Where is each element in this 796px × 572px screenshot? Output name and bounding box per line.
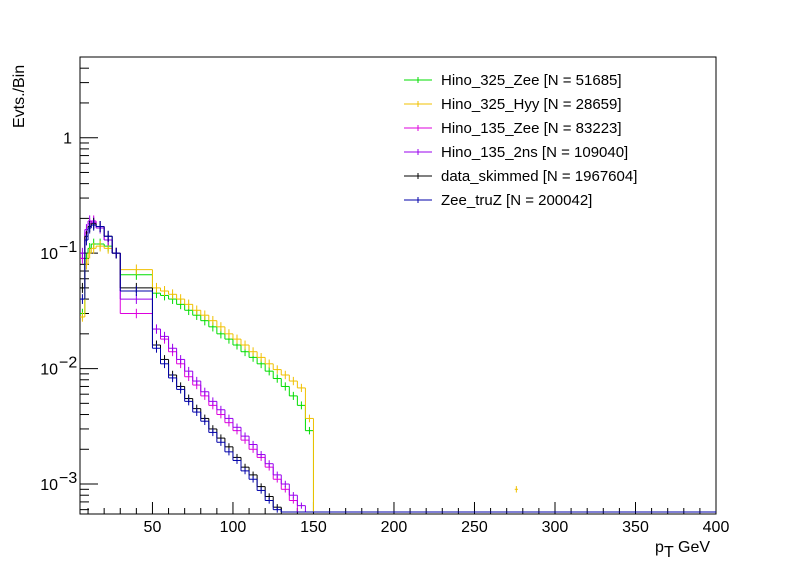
y-tick-label-exponent: −1 <box>59 239 77 256</box>
legend-label: Hino_325_Zee [N = 51685] <box>441 72 622 89</box>
y-tick-label: 10 <box>40 362 58 379</box>
x-tick-label: 350 <box>622 519 649 536</box>
series-3 <box>80 215 716 513</box>
y-axis-title: Evts./Bin <box>11 65 28 128</box>
legend-label: Zee_truZ [N = 200042] <box>441 192 592 209</box>
y-tick-label-exponent: −2 <box>59 355 77 372</box>
plot-frame <box>79 56 717 515</box>
series-2 <box>80 215 716 513</box>
legend-label: Hino_135_Zee [N = 83223] <box>441 120 622 137</box>
y-tick-label: 1 <box>63 131 72 148</box>
x-tick-label: 50 <box>144 519 162 536</box>
y-tick-label: 10 <box>40 246 58 263</box>
x-tick-label: 100 <box>220 519 247 536</box>
x-axis-title: p T GeV <box>655 539 710 561</box>
legend-label: Hino_135_2ns [N = 109040] <box>441 144 628 161</box>
series-5 <box>80 219 716 513</box>
legend-item: Hino_325_Hyy [N = 28659] <box>404 96 622 113</box>
y-tick-labels: 10 −310 −210 −11 <box>40 131 77 494</box>
legend-item: Hino_135_2ns [N = 109040] <box>404 144 628 161</box>
y-tick-label-exponent: −3 <box>59 470 77 487</box>
legend-label: data_skimmed [N = 1967604] <box>441 168 637 185</box>
x-axis-title-sub: T <box>664 544 674 561</box>
legend-label: Hino_325_Hyy [N = 28659] <box>441 96 622 113</box>
series-layer <box>80 215 716 513</box>
legend-item: data_skimmed [N = 1967604] <box>404 168 637 185</box>
series-1 <box>80 240 716 513</box>
y-tick-label: 10 <box>40 477 58 494</box>
x-axis-title-unit: GeV <box>678 539 710 556</box>
axis-ticks <box>80 56 717 514</box>
legend-item: Hino_135_Zee [N = 83223] <box>404 120 622 137</box>
x-tick-label: 150 <box>300 519 327 536</box>
legend: Hino_325_Zee [N = 51685] Hino_325_Hyy [N … <box>404 72 637 209</box>
legend-item: Hino_325_Zee [N = 51685] <box>404 72 622 89</box>
x-tick-labels: 50 100 150 200 250 300 350 400 <box>144 519 730 536</box>
series-4 <box>80 218 716 513</box>
x-tick-label: 300 <box>542 519 569 536</box>
legend-item: Zee_truZ [N = 200042] <box>404 192 592 209</box>
x-tick-label: 400 <box>703 519 730 536</box>
x-axis-title-main: p <box>655 539 664 556</box>
x-tick-label: 250 <box>461 519 488 536</box>
x-tick-label: 200 <box>381 519 408 536</box>
